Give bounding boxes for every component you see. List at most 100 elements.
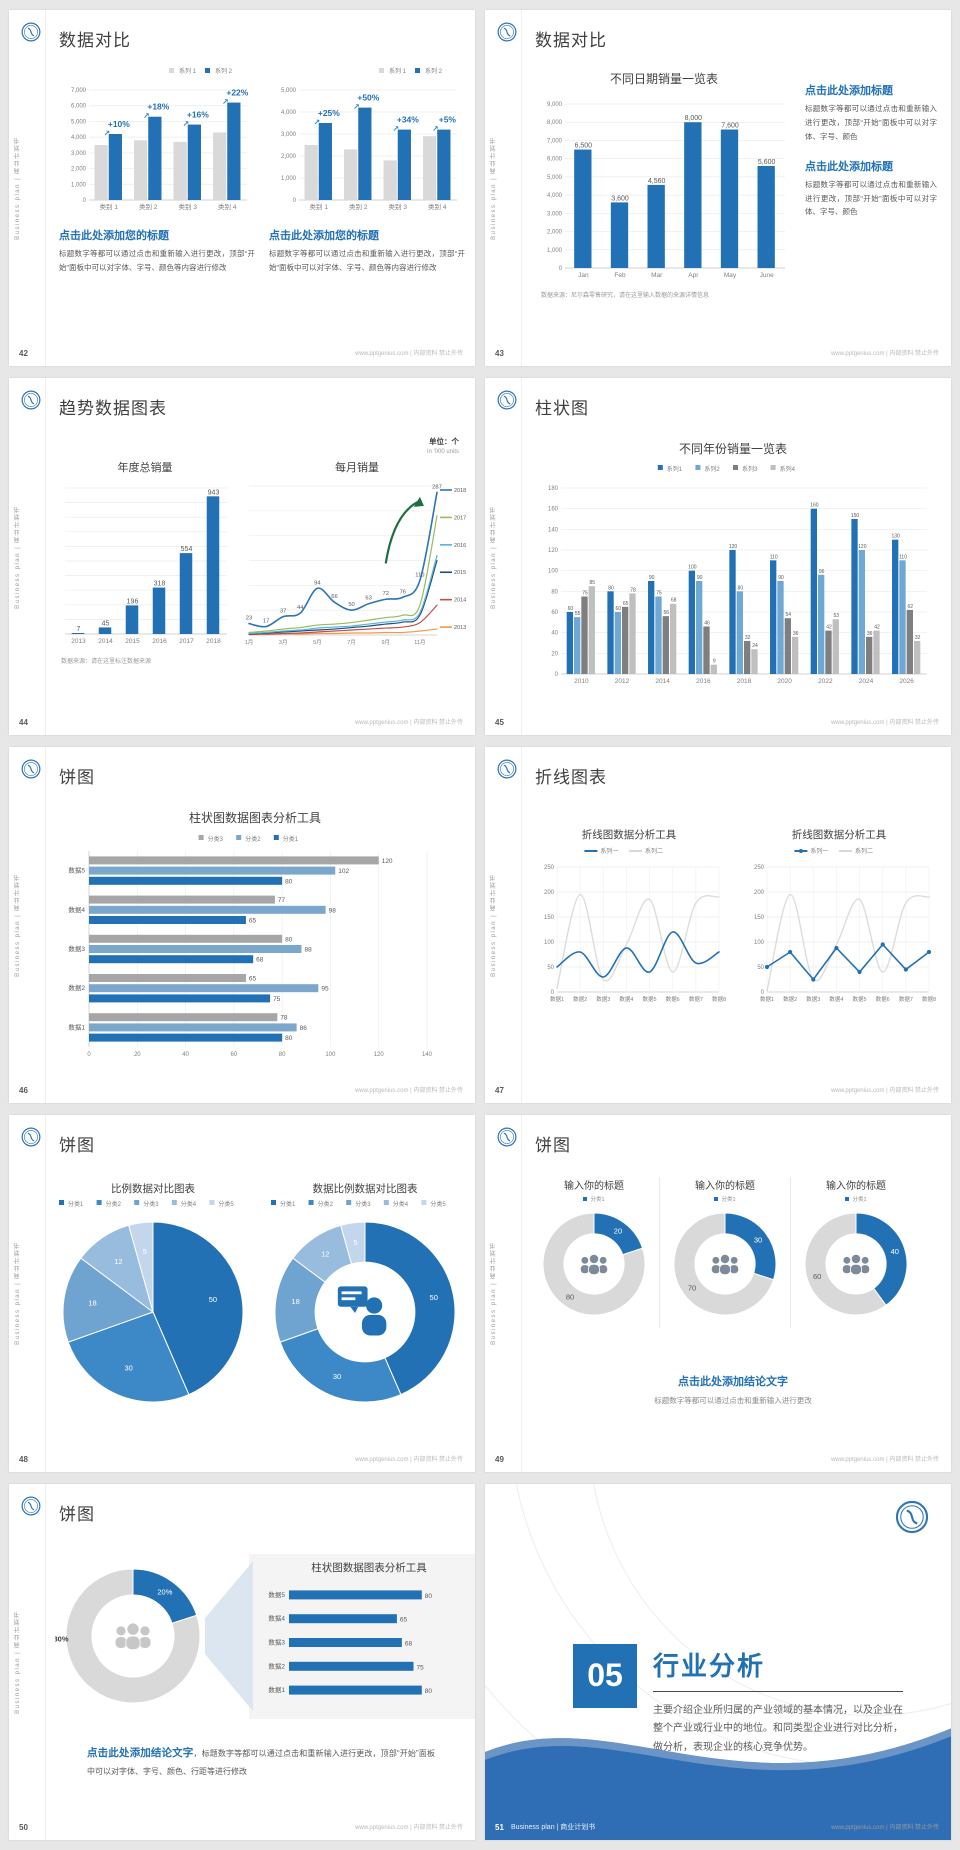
- svg-text:18: 18: [88, 1299, 96, 1308]
- body-text: 标题数字等都可以通过点击和重新输入进行更改，顶部“开始”面板中可以对字体、字号、…: [59, 249, 255, 272]
- rail-divider: [45, 378, 46, 735]
- footer-site: www.pptgenius.com | 内部资料 禁止外传: [831, 1456, 939, 1463]
- svg-text:↗: ↗: [183, 120, 190, 129]
- page-title: 柱状图: [535, 399, 589, 419]
- page-number: 50: [19, 1823, 28, 1832]
- footer-site: www.pptgenius.com | 内部资料 禁止外传: [831, 1088, 939, 1095]
- svg-text:53: 53: [834, 614, 840, 620]
- logo-icon: [21, 390, 41, 410]
- svg-text:3月: 3月: [279, 639, 288, 646]
- svg-text:不同日期销量一览表: 不同日期销量一览表: [610, 71, 718, 86]
- svg-text:75: 75: [417, 1664, 425, 1671]
- svg-text:80: 80: [738, 586, 744, 592]
- svg-text:分类1: 分类1: [283, 835, 299, 843]
- svg-text:0: 0: [83, 198, 87, 204]
- svg-text:系列 2: 系列 2: [425, 67, 443, 75]
- svg-text:80: 80: [425, 1688, 433, 1695]
- svg-text:2018: 2018: [737, 678, 752, 685]
- page-title: 饼图: [59, 1504, 95, 1524]
- sidebar-watermark: Business plan | 商业计划书: [491, 136, 497, 241]
- svg-text:54: 54: [786, 613, 792, 619]
- svg-text:数据1: 数据1: [268, 1685, 285, 1694]
- page-number: 42: [19, 349, 28, 359]
- svg-text:0: 0: [87, 1052, 91, 1058]
- svg-text:98: 98: [329, 907, 337, 914]
- svg-text:系列二: 系列二: [645, 847, 663, 855]
- line-chart-monthly-sales: 每月销量 1月 3月 5月 7月 9月 11月 23 17 37 44 94 66 50 63 72 76 110…: [245, 460, 467, 646]
- svg-text:+25%: +25%: [318, 108, 340, 118]
- svg-text:数据3: 数据3: [806, 995, 820, 1003]
- svg-text:June: June: [760, 272, 774, 279]
- svg-text:数据2: 数据2: [573, 995, 587, 1003]
- svg-text:数据8: 数据8: [922, 995, 936, 1003]
- svg-text:100: 100: [688, 565, 697, 571]
- svg-text:↗: ↗: [143, 112, 150, 121]
- svg-text:数据5: 数据5: [68, 865, 85, 874]
- svg-text:2016: 2016: [696, 678, 711, 685]
- svg-text:60: 60: [813, 1272, 821, 1281]
- slide-46: Business plan | 商业计划书 饼图 柱状图数据图表分析工具 分类3 分…: [9, 746, 475, 1104]
- page-title: 趋势数据图表: [59, 399, 167, 419]
- slide-51: 05 行业分析 主要介绍企业所归属的产业领域的基本情况，以及企业在整个产业或行业…: [485, 1483, 951, 1840]
- page-number: 45: [495, 717, 504, 727]
- svg-text:7,600: 7,600: [721, 123, 739, 130]
- svg-text:80%: 80%: [55, 1635, 69, 1644]
- svg-text:250: 250: [754, 865, 765, 871]
- sidebar-watermark: Business plan | 商业计划书: [15, 1241, 21, 1346]
- unit-note: 单位：个 in '000 units: [427, 436, 459, 455]
- svg-text:94: 94: [314, 581, 321, 587]
- svg-text:90: 90: [697, 575, 703, 581]
- svg-text:2026: 2026: [899, 678, 914, 685]
- svg-text:数据2: 数据2: [68, 983, 85, 992]
- section-body: 主要介绍企业所归属的产业领域的基本情况，以及企业在整个产业或行业中的地位。和同类…: [653, 1704, 903, 1753]
- svg-text:类别 1: 类别 1: [100, 202, 119, 211]
- svg-text:76: 76: [400, 590, 406, 596]
- svg-text:折线图数据分析工具: 折线图数据分析工具: [792, 828, 887, 841]
- svg-text:分类3: 分类3: [355, 1200, 371, 1208]
- bar-chart-annual-sales: 年度总销量 2013 2014 2015 2016 2017 2018 7 45 196 318 55…: [65, 460, 227, 645]
- page-title: 折线图表: [535, 767, 607, 787]
- svg-text:Mar: Mar: [651, 272, 663, 279]
- svg-text:120: 120: [548, 548, 559, 554]
- svg-text:20: 20: [134, 1052, 141, 1058]
- svg-text:8,000: 8,000: [547, 120, 563, 126]
- bottom-swoosh: [485, 1728, 951, 1840]
- svg-text:140: 140: [548, 528, 559, 534]
- svg-text:2,000: 2,000: [281, 154, 297, 160]
- logo-icon: [497, 22, 517, 42]
- rail-divider: [521, 378, 522, 735]
- legend-swatch: [714, 1197, 719, 1202]
- svg-text:62: 62: [908, 604, 914, 610]
- svg-text:数据5: 数据5: [268, 1589, 285, 1598]
- svg-text:系列4: 系列4: [780, 465, 796, 473]
- card-legend: 分类1: [793, 1195, 919, 1203]
- footer-brand: Business plan | 商业计划书: [511, 1824, 596, 1831]
- svg-text:2024: 2024: [859, 678, 874, 685]
- svg-text:6,000: 6,000: [547, 157, 563, 163]
- svg-text:数据3: 数据3: [596, 995, 610, 1003]
- svg-text:系列二: 系列二: [855, 847, 873, 855]
- svg-text:65: 65: [400, 1616, 408, 1623]
- svg-text:类别 2: 类别 2: [139, 202, 158, 211]
- svg-text:120: 120: [858, 544, 867, 550]
- card-title: 输入你的标题: [826, 1181, 886, 1193]
- svg-text:77: 77: [278, 897, 286, 904]
- svg-text:分类3: 分类3: [208, 835, 224, 843]
- svg-text:85: 85: [590, 581, 596, 587]
- svg-text:柱状图数据图表分析工具: 柱状图数据图表分析工具: [189, 810, 321, 825]
- svg-text:+16%: +16%: [187, 110, 209, 120]
- unit-label-en: in '000 units: [427, 449, 459, 456]
- svg-text:+5%: +5%: [439, 115, 457, 125]
- footer-site: www.pptgenius.com | 内部资料 禁止外传: [831, 1825, 939, 1831]
- svg-text:50: 50: [430, 1293, 438, 1302]
- svg-text:2012: 2012: [615, 678, 630, 685]
- svg-text:2010: 2010: [574, 678, 589, 685]
- data-source-note: 数据来源：请在这里标注数据来源: [61, 659, 152, 666]
- svg-text:75: 75: [273, 996, 281, 1003]
- svg-text:44: 44: [297, 606, 304, 612]
- svg-text:分类4: 分类4: [181, 1200, 197, 1208]
- svg-text:5,000: 5,000: [71, 119, 87, 125]
- bar-chart-sales-by-date: 不同日期销量一览表 0 1,000 2,000 3,000 4,000 5,000 6,000…: [547, 71, 785, 279]
- svg-text:2018: 2018: [454, 488, 466, 494]
